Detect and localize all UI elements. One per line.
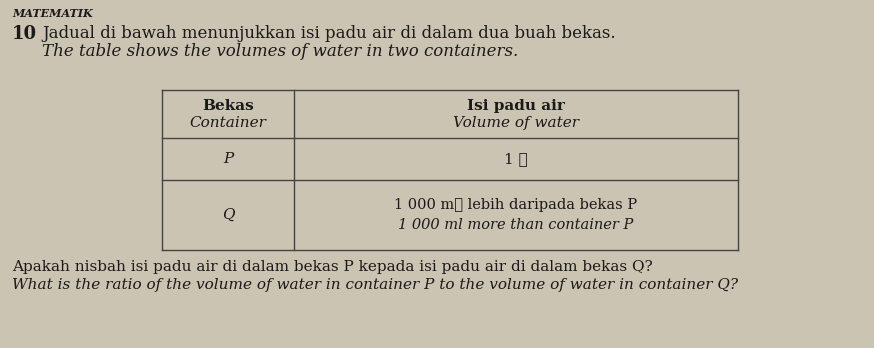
Text: What is the ratio of the volume of water in container P to the volume of water i: What is the ratio of the volume of water…	[12, 278, 738, 292]
Text: Bekas: Bekas	[202, 99, 253, 113]
Text: The table shows the volumes of water in two containers.: The table shows the volumes of water in …	[42, 43, 518, 60]
Text: Q: Q	[222, 208, 234, 222]
Text: Isi padu air: Isi padu air	[467, 99, 565, 113]
Text: 1 000 ml more than container P: 1 000 ml more than container P	[399, 218, 634, 232]
Text: 1 ℓ: 1 ℓ	[504, 152, 528, 166]
Text: MATEMATIK: MATEMATIK	[12, 8, 93, 19]
Text: Apakah nisbah isi padu air di dalam bekas P kepada isi padu air di dalam bekas Q: Apakah nisbah isi padu air di dalam beka…	[12, 260, 653, 274]
Text: Container: Container	[190, 116, 267, 130]
Text: 1 000 mℓ lebih daripada bekas P: 1 000 mℓ lebih daripada bekas P	[394, 198, 637, 212]
Text: 10: 10	[12, 25, 37, 43]
Text: Volume of water: Volume of water	[453, 116, 579, 130]
Text: Jadual di bawah menunjukkan isi padu air di dalam dua buah bekas.: Jadual di bawah menunjukkan isi padu air…	[42, 25, 615, 42]
Text: P: P	[223, 152, 233, 166]
